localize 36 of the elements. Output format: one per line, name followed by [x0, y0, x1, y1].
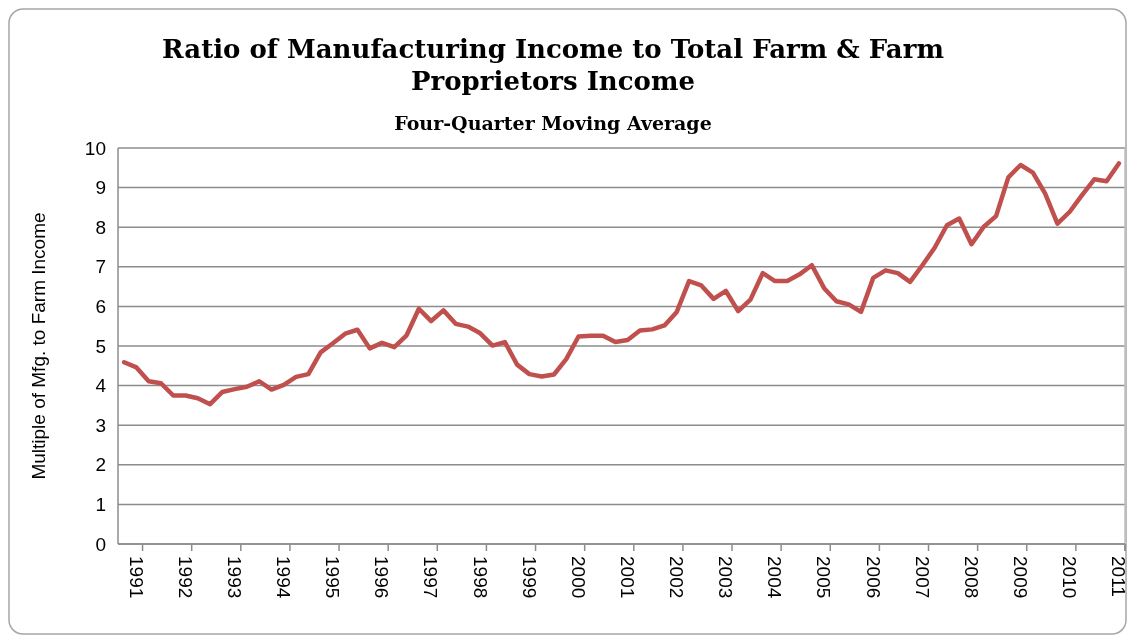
y-axis-title: Multiple of Mfg. to Farm Income — [28, 212, 49, 480]
y-tick-label: 7 — [95, 256, 106, 278]
y-tick-label: 10 — [84, 137, 106, 159]
x-tick-label: 1992 — [174, 556, 196, 599]
chart-subtitle: Four-Quarter Moving Average — [394, 112, 712, 134]
x-tick-label: 2001 — [616, 556, 638, 599]
y-tick-label: 3 — [95, 414, 106, 436]
x-tick-label: 1998 — [469, 556, 491, 599]
x-tick-label: 2002 — [666, 556, 688, 599]
x-tick-label: 1994 — [273, 556, 295, 599]
x-tick-label: 2007 — [911, 556, 933, 599]
y-tick-label: 1 — [95, 494, 106, 516]
y-tick-label: 9 — [95, 177, 106, 199]
x-tick-label: 1995 — [322, 556, 344, 599]
y-tick-label: 5 — [95, 335, 106, 357]
x-tick-label: 2011 — [1108, 556, 1130, 597]
x-tick-label: 1997 — [420, 556, 442, 599]
y-tick-label: 0 — [95, 533, 106, 555]
x-tick-label: 2010 — [1059, 556, 1081, 599]
y-tick-label: 4 — [95, 375, 107, 397]
x-tick-label: 2000 — [567, 556, 589, 599]
y-tick-label: 8 — [95, 216, 106, 238]
x-tick-label: 1996 — [371, 556, 393, 599]
y-tick-label: 6 — [95, 296, 106, 318]
x-tick-label: 1999 — [518, 556, 540, 599]
x-tick-label: 2008 — [960, 556, 982, 599]
x-tick-label: 2003 — [715, 556, 737, 599]
chart-title: Ratio of Manufacturing Income to Total Farm & Farm Proprietors Income — [162, 34, 944, 96]
x-tick-label: 1991 — [125, 556, 147, 599]
x-tick-label: 2004 — [764, 556, 786, 599]
x-tick-label: 2005 — [813, 556, 835, 599]
y-tick-label: 2 — [95, 454, 106, 476]
x-tick-label: 2006 — [862, 556, 884, 599]
line-series — [121, 161, 1122, 407]
x-tick-label: 1993 — [224, 556, 246, 599]
x-tick-label: 2009 — [1009, 556, 1031, 599]
